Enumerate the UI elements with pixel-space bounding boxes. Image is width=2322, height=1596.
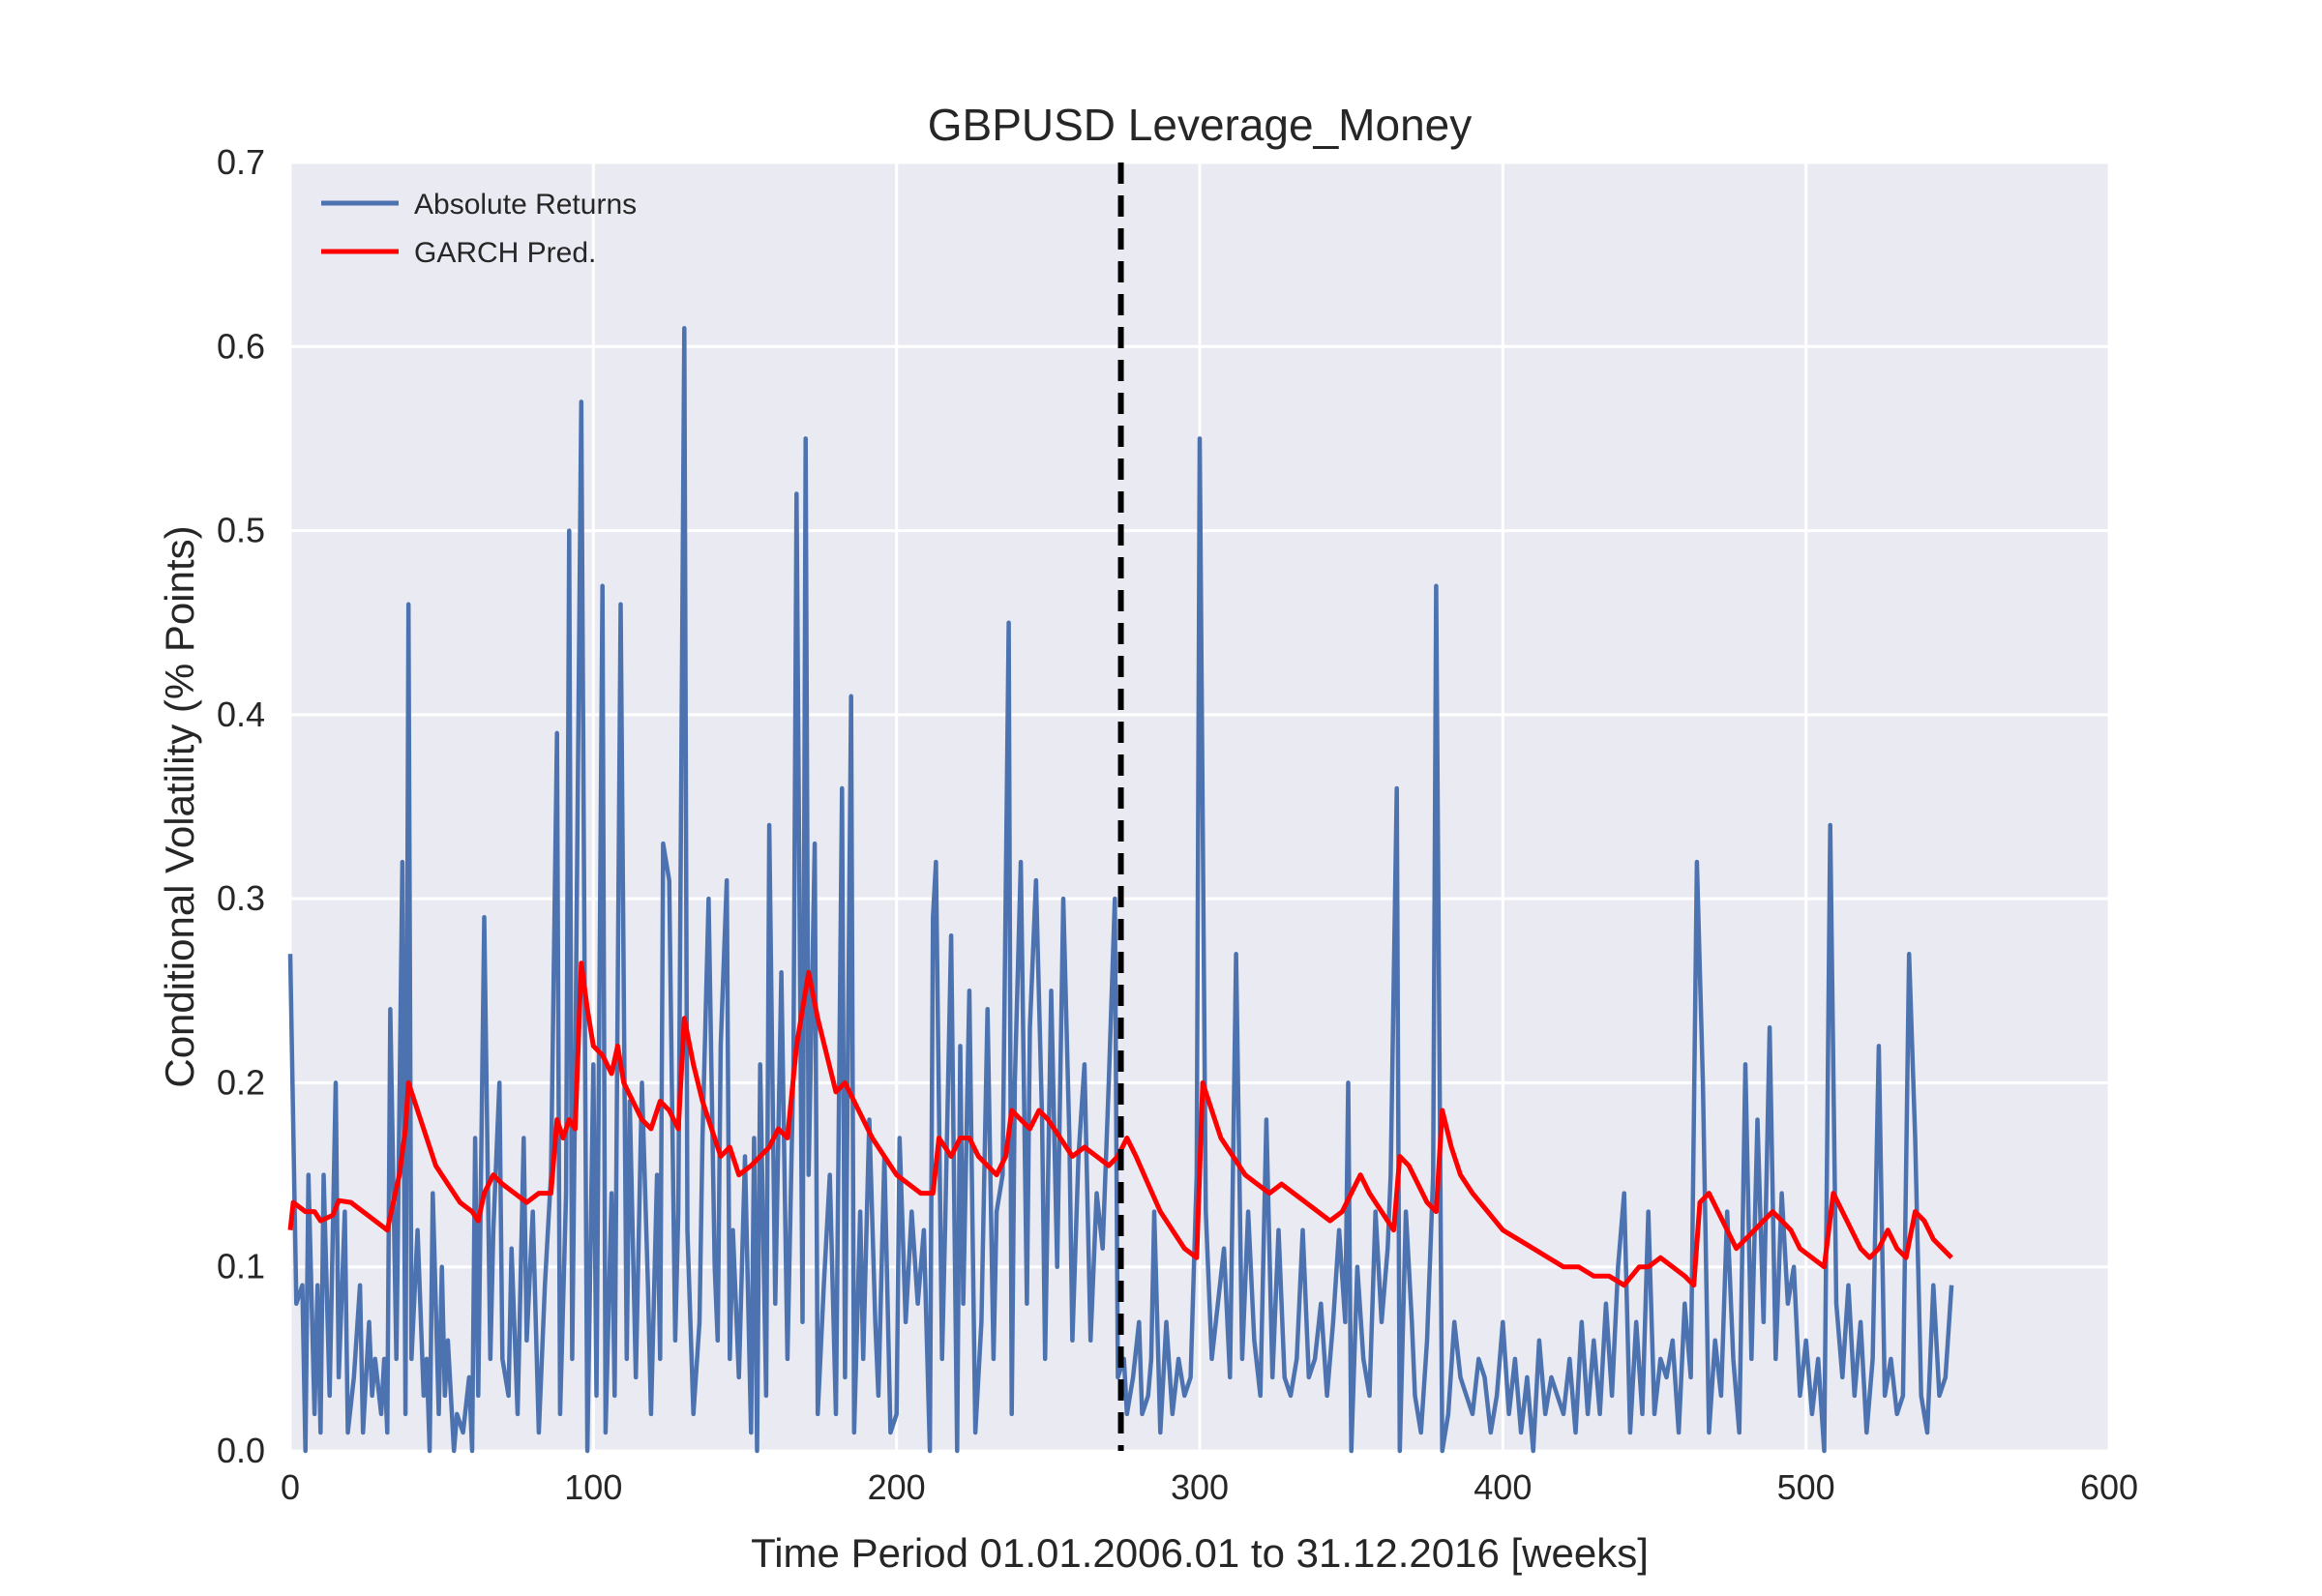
y-axis-label: Conditional Volatility (% Points)	[157, 525, 202, 1087]
x-tick-label: 100	[564, 1467, 622, 1507]
x-axis-label: Time Period 01.01.2006.01 to 31.12.2016 …	[751, 1530, 1649, 1576]
legend: Absolute Returns GARCH Pred.	[321, 189, 637, 269]
y-tick-labels: 0.0 0.1 0.2 0.3 0.4 0.5 0.6 0.7	[217, 142, 265, 1470]
x-tick-label: 400	[1474, 1467, 1532, 1507]
y-tick-label: 0.1	[217, 1247, 265, 1286]
x-tick-label: 0	[281, 1467, 300, 1507]
x-tick-label: 500	[1777, 1467, 1835, 1507]
legend-label-garch-pred: GARCH Pred.	[414, 237, 596, 269]
y-tick-label: 0.5	[217, 511, 265, 550]
x-tick-label: 300	[1171, 1467, 1229, 1507]
y-tick-label: 0.4	[217, 695, 265, 734]
chart-title: GBPUSD Leverage_Money	[928, 100, 1473, 150]
legend-label-absolute-returns: Absolute Returns	[414, 189, 637, 221]
series-absolute-returns-line	[287, 326, 1954, 1454]
y-tick-label: 0.0	[217, 1431, 265, 1470]
y-tick-label: 0.3	[217, 878, 265, 918]
y-tick-label: 0.7	[217, 142, 265, 182]
series-garch-pred-line	[287, 961, 1953, 1288]
x-tick-labels: 0 100 200 300 400 500 600	[281, 1467, 2138, 1507]
y-tick-label: 0.2	[217, 1062, 265, 1102]
x-tick-label: 600	[2080, 1467, 2138, 1507]
series-group	[287, 326, 1954, 1454]
y-tick-label: 0.6	[217, 326, 265, 366]
x-tick-label: 200	[868, 1467, 926, 1507]
